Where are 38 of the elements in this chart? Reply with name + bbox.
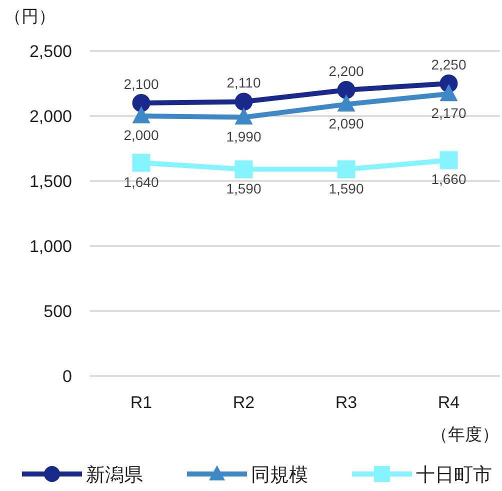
data-label: 1,990 bbox=[226, 128, 262, 144]
data-label: 2,090 bbox=[328, 115, 364, 132]
point bbox=[234, 160, 253, 178]
y-tick-label: 500 bbox=[44, 302, 72, 321]
y-tick-label: 2,500 bbox=[29, 42, 72, 61]
y-axis-title: （円） bbox=[4, 7, 56, 26]
x-tick-label: R3 bbox=[335, 393, 358, 412]
point bbox=[337, 160, 356, 178]
x-axis-title: （年度） bbox=[431, 425, 499, 444]
y-tick-label: 0 bbox=[62, 367, 72, 386]
y-tick-label: 1,000 bbox=[29, 237, 72, 256]
legend-label: 十日町市 bbox=[416, 464, 492, 486]
data-label: 1,590 bbox=[328, 180, 364, 196]
data-label: 2,200 bbox=[328, 63, 364, 79]
y-tick-label: 1,500 bbox=[29, 172, 72, 191]
data-label: 2,250 bbox=[431, 56, 466, 72]
data-label: 1,590 bbox=[226, 180, 262, 196]
point bbox=[337, 94, 356, 112]
point bbox=[234, 107, 253, 124]
legend-label: 同規模 bbox=[251, 465, 308, 486]
point bbox=[440, 84, 458, 102]
point bbox=[337, 81, 356, 99]
data-label: 2,110 bbox=[226, 74, 261, 91]
y-tick-label: 2,000 bbox=[29, 107, 72, 126]
point bbox=[234, 92, 253, 111]
x-tick-label: R4 bbox=[438, 393, 460, 412]
data-label: 2,100 bbox=[124, 76, 159, 92]
data-label: 1,640 bbox=[124, 174, 159, 190]
data-label: 1,660 bbox=[431, 171, 466, 188]
x-tick-label: R2 bbox=[232, 393, 255, 412]
x-tick-label: R1 bbox=[130, 393, 152, 412]
legend-label: 新潟県 bbox=[86, 464, 143, 486]
point bbox=[132, 94, 150, 112]
data-label: 2,000 bbox=[124, 127, 159, 143]
point bbox=[132, 154, 150, 172]
data-label: 2,170 bbox=[431, 104, 466, 121]
point bbox=[132, 106, 150, 124]
point bbox=[440, 151, 458, 170]
